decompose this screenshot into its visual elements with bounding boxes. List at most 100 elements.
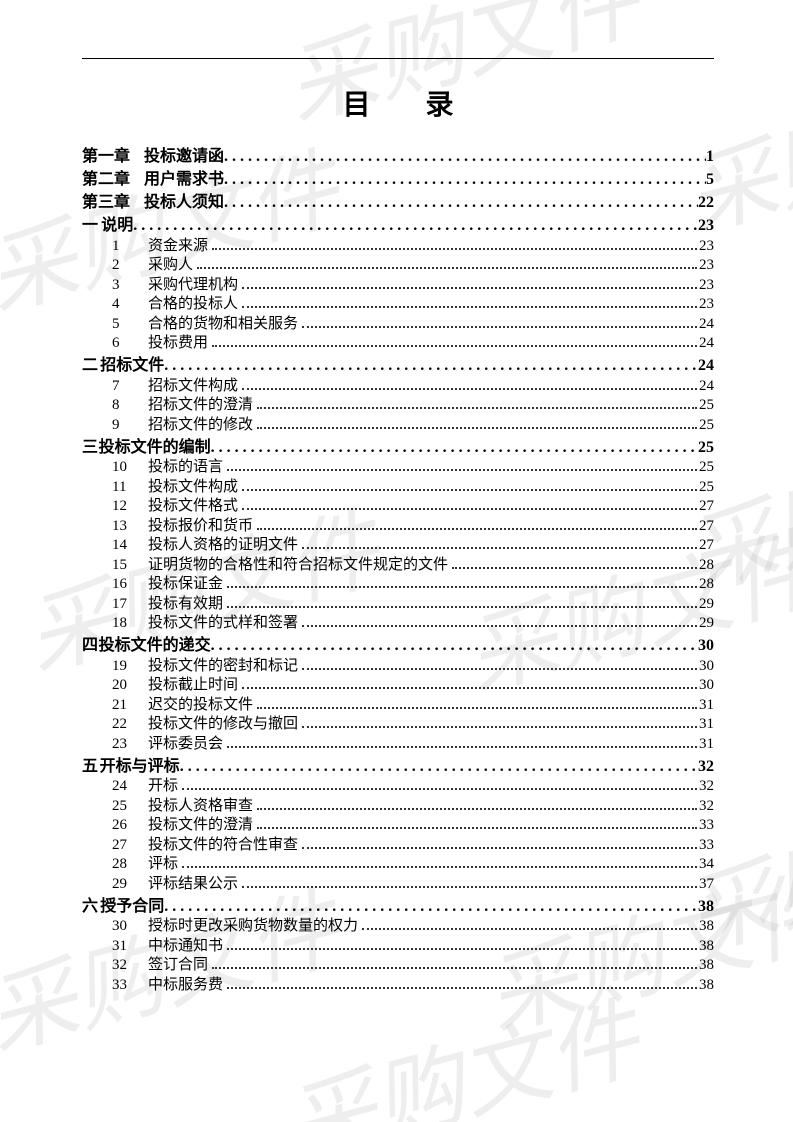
chapter-prefix: 第三章 — [82, 195, 130, 211]
item-page: 27 — [699, 519, 714, 534]
toc-item-row: 4合格的投标人23 — [82, 296, 714, 312]
item-label: 评标委员会 — [148, 737, 223, 752]
dot-leader — [257, 417, 697, 429]
toc-section-row: 五开标与评标32 — [82, 759, 714, 775]
item-prefix: 14 — [112, 538, 138, 553]
dot-leader — [227, 459, 697, 471]
item-prefix: 19 — [112, 659, 138, 674]
chapter-page: 5 — [706, 172, 714, 188]
item-page: 27 — [699, 499, 714, 514]
item-prefix: 2 — [112, 258, 138, 273]
toc-chapter-row: 第一章投标邀请函1 — [82, 149, 714, 165]
item-page: 29 — [699, 616, 714, 631]
dot-leader — [302, 716, 697, 728]
item-prefix: 32 — [112, 958, 138, 973]
dot-leader — [224, 195, 698, 211]
toc-item-row: 15证明货物的合格性和符合招标文件规定的文件28 — [82, 557, 714, 573]
dot-leader — [212, 335, 697, 347]
item-label: 投标文件的澄清 — [148, 818, 253, 833]
section-label: 授予合同 — [100, 899, 164, 915]
dot-leader — [452, 557, 697, 569]
toc-item-row: 18投标文件的式样和签署29 — [82, 615, 714, 631]
item-label: 中标服务费 — [148, 978, 223, 993]
item-label: 评标结果公示 — [148, 877, 238, 892]
dot-leader — [180, 759, 698, 775]
toc-item-row: 22投标文件的修改与撤回31 — [82, 716, 714, 732]
item-label: 签订合同 — [148, 958, 208, 973]
dot-leader — [302, 658, 697, 670]
toc-item-row: 26 投标文件的澄清 33 — [82, 817, 714, 833]
toc-item-row: 24开标32 — [82, 778, 714, 794]
item-label: 采购人 — [148, 258, 193, 273]
section-prefix: 一 — [82, 218, 101, 234]
section-page: 30 — [698, 638, 714, 654]
toc-item-row: 12投标文件格式27 — [82, 498, 714, 514]
section-page: 25 — [698, 440, 714, 456]
toc-item-row: 23评标委员会31 — [82, 736, 714, 752]
item-prefix: 26 — [112, 818, 138, 833]
item-label: 授标时更改采购货物数量的权力 — [148, 919, 358, 934]
section-prefix: 二 — [82, 358, 100, 374]
item-label: 投标费用 — [148, 336, 208, 351]
dot-leader — [242, 498, 697, 510]
table-of-contents: 第一章投标邀请函1第二章用户需求书5第三章投标人须知22一说明231资金来源23… — [82, 149, 714, 993]
item-prefix: 25 — [112, 799, 138, 814]
dot-leader — [257, 697, 697, 709]
chapter-label: 投标人须知 — [144, 195, 224, 211]
item-page: 23 — [699, 278, 714, 293]
item-label: 证明货物的合格性和符合招标文件规定的文件 — [148, 558, 448, 573]
dot-leader — [227, 736, 697, 748]
dot-leader — [227, 977, 697, 989]
toc-item-row: 16投标保证金28 — [82, 576, 714, 592]
toc-item-row: 5合格的货物和相关服务24 — [82, 316, 714, 332]
item-prefix: 30 — [112, 919, 138, 934]
section-page: 24 — [698, 358, 714, 374]
item-label: 资金来源 — [148, 239, 208, 254]
dot-leader — [164, 358, 698, 374]
item-prefix: 23 — [112, 737, 138, 752]
item-page: 25 — [699, 460, 714, 475]
item-page: 24 — [699, 317, 714, 332]
section-prefix: 五 — [82, 759, 100, 775]
toc-item-row: 31中标通知书38 — [82, 938, 714, 954]
item-page: 23 — [699, 258, 714, 273]
item-page: 29 — [699, 597, 714, 612]
section-label: 开标与评标 — [100, 759, 180, 775]
item-prefix: 10 — [112, 460, 138, 475]
toc-section-row: 三投标文件的编制25 — [82, 440, 714, 456]
item-prefix: 17 — [112, 597, 138, 612]
toc-title: 目 录 — [82, 83, 714, 123]
item-label: 开标 — [148, 779, 178, 794]
item-page: 25 — [699, 418, 714, 433]
item-label: 招标文件的澄清 — [148, 398, 253, 413]
dot-leader — [257, 798, 697, 810]
item-prefix: 7 — [112, 379, 138, 394]
toc-item-row: 28评标34 — [82, 856, 714, 872]
dot-leader — [242, 677, 697, 689]
item-label: 招标文件构成 — [148, 379, 238, 394]
item-page: 27 — [699, 538, 714, 553]
item-prefix: 33 — [112, 978, 138, 993]
item-page: 33 — [699, 818, 714, 833]
item-prefix: 27 — [112, 838, 138, 853]
page-content: 目 录 第一章投标邀请函1第二章用户需求书5第三章投标人须知22一说明231资金… — [82, 58, 714, 993]
section-page: 23 — [698, 218, 714, 234]
item-label: 投标的语言 — [148, 460, 223, 475]
toc-section-row: 四投标文件的递交30 — [82, 638, 714, 654]
section-prefix: 六 — [82, 899, 100, 915]
item-page: 38 — [699, 939, 714, 954]
section-prefix: 四 — [82, 638, 99, 654]
item-prefix: 4 — [112, 297, 138, 312]
item-page: 24 — [699, 379, 714, 394]
item-prefix: 1 — [112, 239, 138, 254]
item-prefix: 18 — [112, 616, 138, 631]
dot-leader — [227, 596, 697, 608]
item-page: 32 — [699, 779, 714, 794]
dot-leader — [302, 837, 697, 849]
toc-item-row: 8招标文件的澄清25 — [82, 397, 714, 413]
item-label: 投标保证金 — [148, 577, 223, 592]
item-prefix: 6 — [112, 336, 138, 351]
item-prefix: 16 — [112, 577, 138, 592]
item-prefix: 20 — [112, 678, 138, 693]
toc-item-row: 2 采购人 23 — [82, 257, 714, 273]
